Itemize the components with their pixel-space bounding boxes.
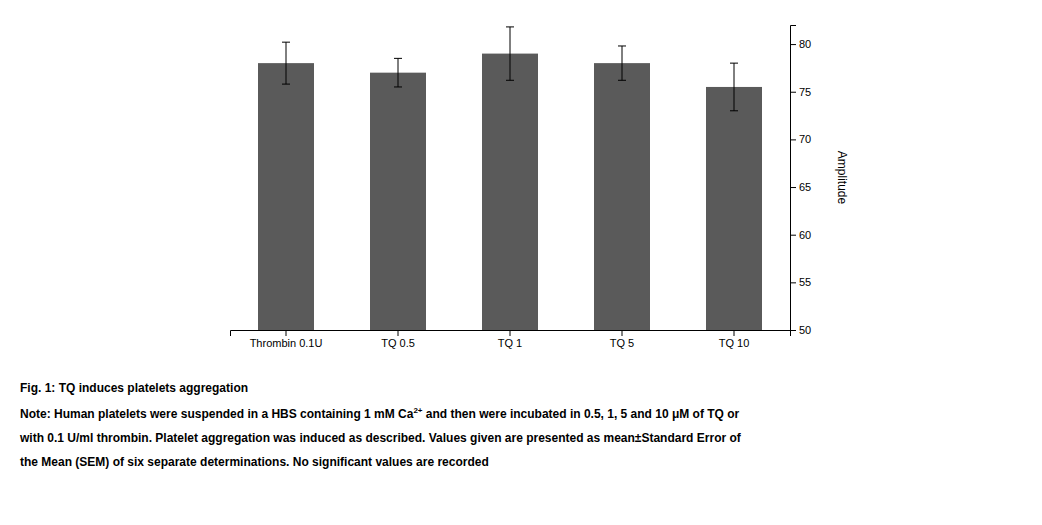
error-bar-cap — [618, 80, 626, 81]
error-bar-cap — [618, 45, 626, 46]
y-tick: 50 — [790, 324, 811, 336]
x-tick-mark — [286, 330, 287, 336]
x-tick: TQ 10 — [719, 330, 750, 349]
error-bar-cap — [506, 80, 514, 81]
x-tick-label: TQ 10 — [719, 337, 750, 349]
x-tick: Thrombin 0.1U — [250, 330, 323, 349]
y-tick: 75 — [790, 86, 811, 98]
bar — [594, 63, 650, 330]
x-tick: TQ 5 — [610, 330, 634, 349]
bar — [482, 54, 538, 330]
y-tick-label: 60 — [799, 229, 811, 241]
error-bar-stem — [398, 58, 399, 87]
title: Fig. 1: TQ induces platelets aggregation — [20, 381, 248, 395]
error-bar-cap — [282, 84, 290, 85]
chart: Thrombin 0.1U TQ 0.5 TQ 1 TQ 5 TQ 10 50 55 60 65… — [0, 0, 1042, 525]
y-axis-line — [791, 26, 797, 331]
x-tick: TQ 0.5 — [381, 330, 415, 349]
caption-line: the Mean (SEM) of six separate determina… — [20, 455, 489, 469]
y-tick: 70 — [790, 133, 811, 145]
caption-text: Note: Human platelets were suspended in … — [20, 407, 414, 421]
y-tick-mark — [790, 282, 796, 283]
plot-area — [258, 27, 762, 330]
error-bar-cap — [394, 58, 402, 59]
x-axis: Thrombin 0.1U TQ 0.5 TQ 1 TQ 5 TQ 10 — [231, 330, 791, 349]
bar — [370, 73, 426, 330]
y-tick-label: 70 — [799, 133, 811, 145]
error-bar-stem — [286, 42, 287, 84]
y-tick-label: 80 — [799, 38, 811, 50]
y-tick-mark — [790, 139, 796, 140]
error-bar — [730, 63, 738, 111]
x-tick: TQ 1 — [498, 330, 522, 349]
y-tick-label: 75 — [799, 86, 811, 98]
bar — [258, 63, 314, 330]
error-bar-cap — [506, 26, 514, 27]
x-tick-label: TQ 1 — [498, 337, 522, 349]
error-bar — [506, 27, 514, 80]
x-tick-mark — [734, 330, 735, 336]
y-tick-mark — [790, 330, 796, 331]
x-axis-line — [231, 331, 791, 337]
error-bar — [282, 42, 290, 84]
error-bar-stem — [622, 46, 623, 80]
y-tick: 80 — [790, 38, 811, 50]
error-bar-cap — [282, 42, 290, 43]
caption-text: and then were incubated in 0.5, 1, 5 and… — [423, 407, 740, 421]
y-tick: 55 — [790, 276, 811, 288]
error-bar-stem — [734, 63, 735, 111]
x-tick-mark — [622, 330, 623, 336]
y-tick: 60 — [790, 229, 811, 241]
y-tick-mark — [790, 187, 796, 188]
x-tick-label: TQ 0.5 — [381, 337, 415, 349]
y-axis-title: Amplitude — [835, 151, 849, 205]
caption-line: Note: Human platelets were suspended in … — [20, 406, 740, 421]
error-bar-cap — [730, 110, 738, 111]
y-tick: 65 — [790, 181, 811, 193]
error-bar — [618, 46, 626, 80]
y-axis: 50 55 60 65 70 75 80 — [790, 26, 811, 337]
x-tick-mark — [510, 330, 511, 336]
x-tick-label: TQ 5 — [610, 337, 634, 349]
y-tick-mark — [790, 44, 796, 45]
error-bar-stem — [510, 27, 511, 80]
caption-superscript: 2+ — [413, 406, 422, 415]
y-tick-mark — [790, 92, 796, 93]
bar — [706, 87, 762, 330]
y-tick-label: 50 — [799, 324, 811, 336]
y-tick-mark — [790, 235, 796, 236]
x-tick-mark — [398, 330, 399, 336]
error-bar — [394, 58, 402, 87]
y-tick-label: 55 — [799, 276, 811, 288]
caption-line: with 0.1 U/ml thrombin. Platelet aggrega… — [19, 431, 742, 445]
error-bar-cap — [394, 86, 402, 87]
error-bar-cap — [730, 63, 738, 64]
x-tick-label: Thrombin 0.1U — [250, 337, 323, 349]
y-tick-label: 65 — [799, 181, 811, 193]
